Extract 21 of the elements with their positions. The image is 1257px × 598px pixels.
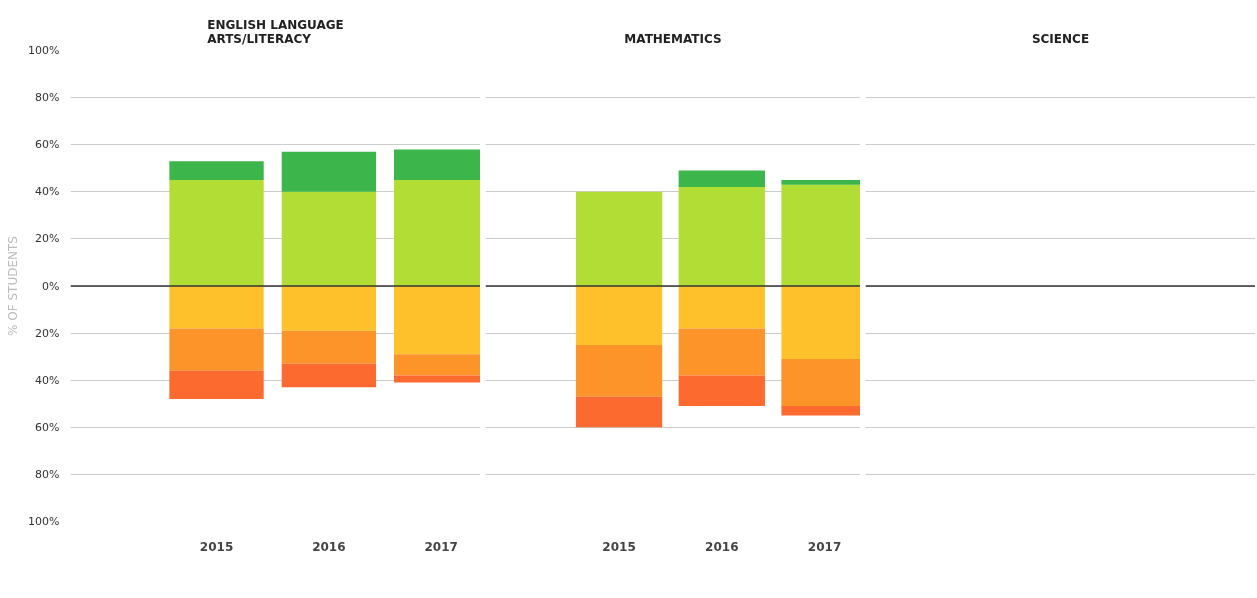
- y-tick-label: 60%: [35, 420, 60, 434]
- y-axis-title: % OF STUDENTS: [6, 236, 21, 336]
- y-tick-label: 60%: [35, 138, 60, 152]
- y-tick-label: 20%: [35, 232, 60, 246]
- y-tick-label: 100%: [28, 44, 60, 57]
- x-tick-label: 2015: [602, 539, 636, 554]
- chart-title: MATHEMATICS: [624, 31, 722, 46]
- x-tick-label: 2016: [705, 539, 739, 554]
- x-tick-label: 2015: [199, 539, 234, 554]
- y-tick-label: 40%: [35, 185, 60, 199]
- x-tick-label: 2016: [312, 539, 346, 554]
- y-tick-label: 20%: [35, 326, 60, 340]
- chart-title: ENGLISH LANGUAGE ARTS/LITERACY: [207, 17, 344, 46]
- y-tick-label: 80%: [35, 91, 60, 105]
- y-tick-label: 0%: [42, 279, 60, 293]
- y-tick-label: 40%: [35, 373, 60, 387]
- y-tick-label: 100%: [28, 515, 60, 528]
- x-tick-label: 2017: [807, 539, 842, 554]
- x-tick-label: 2017: [424, 539, 458, 554]
- y-tick-label: 80%: [35, 467, 60, 481]
- text: SCIENCE: [1031, 31, 1090, 46]
